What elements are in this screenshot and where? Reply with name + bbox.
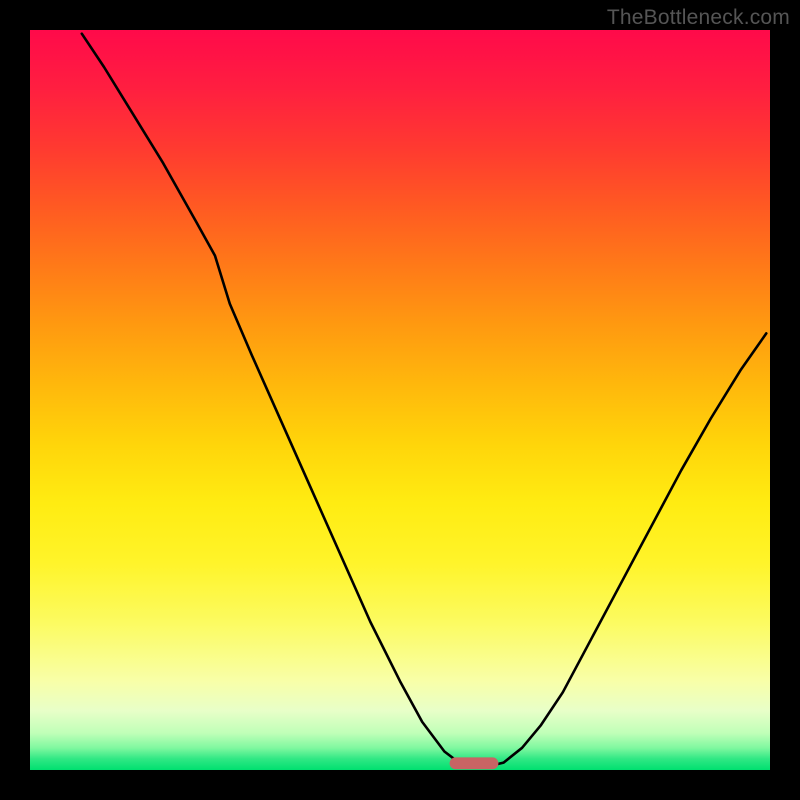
bottleneck-chart <box>0 0 800 800</box>
figure-root: TheBottleneck.com <box>0 0 800 800</box>
optimal-marker <box>450 757 499 769</box>
chart-background <box>30 30 770 770</box>
watermark-text: TheBottleneck.com <box>607 6 790 30</box>
